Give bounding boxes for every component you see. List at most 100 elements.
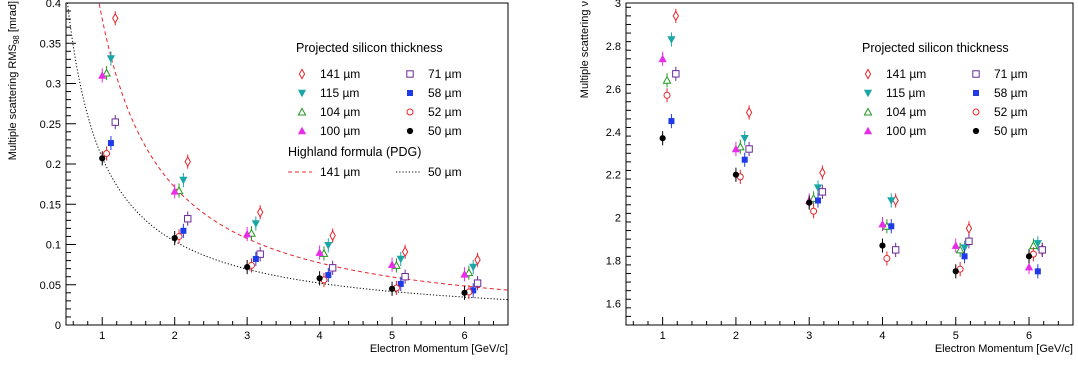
- legend-marker: [297, 89, 307, 98]
- data-point: [668, 118, 675, 125]
- legend-label: 58 µm: [994, 86, 1028, 100]
- legend-marker: [297, 126, 307, 135]
- y-tick-label: 1.6: [606, 299, 621, 311]
- x-tick-label: 4: [317, 330, 323, 342]
- legend-marker: [406, 70, 414, 78]
- data-point: [955, 245, 965, 254]
- data-point: [470, 287, 477, 294]
- legend: Projected silicon thickness 141 µm 71 µm 11…: [288, 41, 462, 179]
- legend-label: 50 µm: [428, 124, 462, 138]
- y-tick-label: 0.3: [46, 79, 61, 91]
- legend-label: 58 µm: [428, 86, 462, 100]
- data-point: [329, 230, 336, 242]
- data-point: [1038, 246, 1046, 254]
- legend-marker: [863, 107, 873, 116]
- legend-marker: [864, 68, 872, 80]
- legend-marker: [407, 90, 413, 96]
- y-tick-label: 0.25: [40, 119, 61, 131]
- legend-label: 52 µm: [428, 105, 462, 119]
- y-tick-label: 1.8: [606, 256, 621, 268]
- data-point: [672, 10, 680, 22]
- data-point: [461, 289, 468, 296]
- legend-marker: [863, 126, 873, 135]
- data-point: [1024, 262, 1034, 271]
- data-point: [818, 188, 827, 196]
- y-tick-label: 0.35: [40, 38, 61, 50]
- data-point: [102, 68, 112, 77]
- x-tick-label: 2: [733, 330, 739, 342]
- legend-marker: [972, 108, 980, 116]
- data-point: [659, 135, 666, 142]
- legend-label: 52 µm: [994, 105, 1028, 119]
- x-tick-label: 3: [244, 330, 250, 342]
- legend-label: 100 µm: [320, 124, 360, 138]
- data-point: [663, 91, 671, 99]
- legend-label: 104 µm: [886, 105, 926, 119]
- data-point: [103, 150, 111, 158]
- x-tick-label: 2: [172, 330, 178, 342]
- data-point: [887, 197, 896, 205]
- data-point: [1034, 268, 1041, 275]
- y-tick-label: 0.15: [40, 199, 61, 211]
- data-point: [745, 145, 753, 153]
- data-point: [324, 242, 333, 250]
- legend-marker: [973, 90, 979, 96]
- legend-title: Projected silicon thickness: [296, 41, 443, 55]
- data-point: [243, 229, 252, 238]
- data-point: [672, 70, 680, 78]
- data-point: [257, 206, 264, 218]
- x-tick-label: 1: [99, 330, 105, 342]
- data-point: [813, 184, 823, 192]
- data-point: [170, 187, 179, 195]
- legend-label: 115 µm: [886, 86, 925, 100]
- data-point: [965, 222, 973, 235]
- data-point: [731, 144, 741, 153]
- x-tick-label: 5: [389, 330, 395, 342]
- data-point: [388, 285, 396, 292]
- y-axis-title: Multiple scattering RMS98 [mrad]: [7, 1, 21, 160]
- y-tick-label: 3: [615, 0, 621, 10]
- y-tick-label: 0.1: [46, 240, 61, 252]
- y-tick-label: 2.4: [606, 127, 621, 139]
- data-point: [965, 237, 973, 245]
- data-point: [460, 270, 469, 278]
- data-point: [316, 275, 323, 282]
- data-point: [667, 36, 676, 44]
- data-point: [387, 260, 397, 268]
- x-tick-label: 5: [953, 330, 959, 342]
- x-tick-label: 6: [461, 330, 467, 342]
- data-point: [735, 142, 745, 151]
- data-point: [658, 54, 667, 63]
- y-tick-label: 0.2: [46, 159, 61, 171]
- y-tick-label: 2.8: [606, 41, 621, 53]
- data-point: [251, 220, 260, 228]
- x-tick-label: 4: [879, 330, 885, 342]
- y-tick-label: 2.2: [606, 170, 621, 182]
- x-tick-label: 6: [1026, 330, 1032, 342]
- legend-curve-label: 141 µm: [320, 165, 360, 179]
- data-point: [740, 134, 749, 143]
- data-point: [106, 55, 116, 63]
- plot-area: [66, 3, 508, 301]
- data-point: [256, 250, 264, 258]
- data-point: [111, 118, 119, 126]
- x-axis-title: Electron Momentum [GeV/c]: [370, 343, 508, 355]
- data-point: [473, 279, 482, 287]
- y-tick-label: 0.05: [40, 280, 61, 292]
- legend-marker: [863, 89, 873, 98]
- legend-title: Projected silicon thickness: [862, 41, 1009, 55]
- data-point: [961, 253, 968, 260]
- data-point: [464, 268, 474, 277]
- legend-marker: [406, 127, 414, 135]
- data-point: [474, 254, 481, 266]
- plot-area: [658, 8, 1046, 279]
- data-point: [98, 71, 107, 79]
- data-point: [952, 268, 959, 275]
- data-point: [315, 248, 324, 256]
- left-chart: 1 2 3 4 5 6 0 0.05 0.1 0.15 0.2 0.25 0.3 0.35 0.4 Elect…: [7, 0, 509, 355]
- legend-label: 100 µm: [886, 124, 926, 138]
- data-point: [1033, 240, 1042, 248]
- highland-curve: [98, 3, 508, 291]
- data-point: [244, 263, 251, 271]
